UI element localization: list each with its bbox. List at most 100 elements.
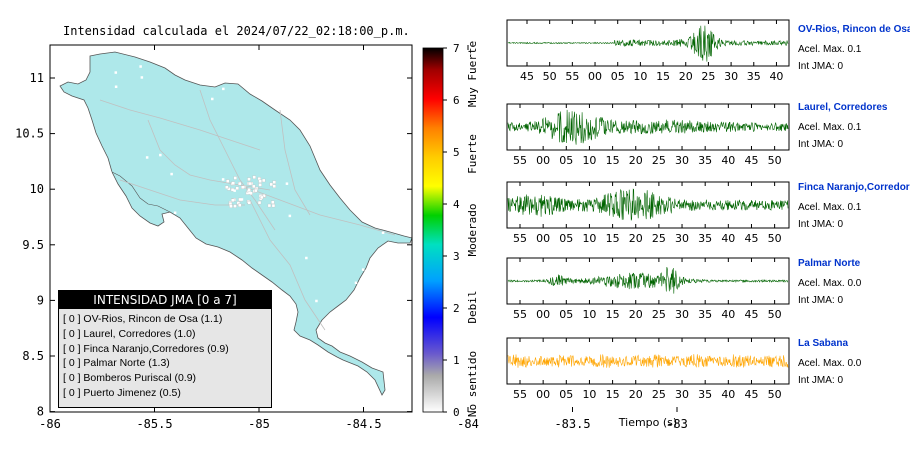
waveform-tick-label: 00 (588, 70, 602, 83)
town-marker (247, 201, 251, 205)
town-marker (272, 184, 276, 188)
waveform-frame (506, 257, 790, 305)
waveform-tick-label: 10 (582, 154, 596, 167)
costa-rica-land (59, 51, 413, 396)
waveform-tick-label: 20 (629, 308, 643, 321)
waveform-panel: 55 00 05 10 15 20 25 30 35 40 45 50 (506, 103, 790, 167)
waveform-tick-label: 40 (721, 308, 735, 321)
map-x-tick-label: -84 (457, 417, 479, 431)
town-marker (231, 198, 235, 202)
waveform-tick-label: 25 (652, 232, 666, 245)
waveform-tick-label: 35 (698, 232, 712, 245)
waveform-tick-label: 10 (582, 232, 596, 245)
town-marker (105, 175, 109, 179)
waveform-tick-label: 30 (724, 70, 738, 83)
town-marker (315, 299, 318, 303)
town-marker (238, 203, 242, 207)
colorbar-label: Moderado (466, 204, 479, 257)
town-marker (225, 185, 229, 189)
colorbar-label: No sentido (466, 351, 479, 417)
town-marker (327, 105, 330, 109)
waveform-trace (507, 188, 789, 221)
station-jma: Int JMA: 0 (798, 375, 844, 386)
station-accel: Acel. Max. 0.0 (798, 278, 862, 289)
town-marker (260, 195, 264, 200)
waveform-tick-label: 15 (606, 308, 620, 321)
town-marker (114, 71, 118, 74)
map-x-tick-label: -83 (666, 417, 688, 431)
town-marker (239, 275, 242, 279)
station-label-block: OV-Rios, Rincon de Osa Acel. Max. 0.1 Int … (798, 24, 910, 75)
station-accel: Acel. Max. 0.1 (798, 202, 862, 213)
town-marker (98, 245, 102, 248)
waveform-tick-label: 10 (633, 70, 647, 83)
station-jma: Int JMA: 0 (798, 139, 844, 150)
waveform-panel: 55 00 05 10 15 20 25 30 35 40 45 50 (506, 257, 790, 321)
town-marker (355, 189, 359, 193)
map-y-tick-label: 9 (37, 293, 44, 307)
waveform-panel: 45 50 55 00 05 10 15 20 25 30 35 40 (506, 19, 790, 83)
waveform-trace (507, 25, 789, 62)
station-label-block: Laurel, Corredores Acel. Max. 0.1 Int JMA:… (798, 102, 887, 153)
colorbar-tick-label: 2 (453, 302, 460, 315)
waveform-tick-label: 10 (582, 388, 596, 401)
town-marker (293, 115, 296, 119)
town-marker (240, 198, 244, 201)
waveform-tick-label: 35 (698, 154, 712, 167)
waveform-tick-label: 35 (698, 308, 712, 321)
town-marker (252, 175, 256, 179)
waveform-tick-label: 10 (582, 308, 596, 321)
station-jma: Int JMA: 0 (798, 219, 844, 230)
waveform-tick-label: 00 (536, 308, 550, 321)
town-marker (233, 204, 237, 208)
colorbar-tick-label: 4 (453, 198, 460, 211)
colorbar-tick-label: 0 (453, 406, 460, 419)
map-frame (49, 44, 413, 413)
waveform-tick-label: 30 (675, 154, 689, 167)
waveform-tick-label: 55 (513, 308, 527, 321)
waveform-tick-label: 50 (768, 232, 782, 245)
town-marker (272, 180, 276, 184)
waveform-tick-label: 00 (536, 232, 550, 245)
town-marker (258, 183, 262, 187)
town-marker (241, 185, 245, 189)
town-marker (342, 108, 346, 112)
town-marker (305, 256, 308, 260)
waveform-tick-label: 35 (698, 388, 712, 401)
town-marker (271, 203, 276, 208)
town-marker (254, 188, 258, 193)
colorbar-tick-label: 1 (453, 354, 460, 367)
waveform-tick-label: 55 (513, 232, 527, 245)
waveform-tick-label: 45 (520, 70, 534, 83)
map-x-tick-label: -86 (39, 417, 61, 431)
colorbar-tick-label: 7 (453, 42, 460, 55)
waveform-tick-label: 25 (701, 70, 715, 83)
town-marker (280, 313, 284, 317)
colorbar-label: Debil (466, 290, 479, 323)
waveform-tick-label: 40 (769, 70, 783, 83)
waveform-trace (507, 267, 788, 294)
waveform-tick-label: 00 (536, 154, 550, 167)
waveform-trace (507, 354, 789, 368)
town-marker (173, 211, 177, 214)
colorbar-tick-label: 5 (453, 146, 460, 159)
map-y-tick-label: 8 (37, 405, 44, 419)
legend-list: [ 0 ] OV-Rios, Rincon de Osa (1.1) [ 0 ] … (59, 309, 271, 401)
station-name: Finca Naranjo,Corredores (798, 182, 910, 193)
waveform-tick-label: 25 (652, 154, 666, 167)
waveform-tick-label: 15 (606, 388, 620, 401)
town-marker (269, 182, 273, 187)
waveform-tick-label: 45 (744, 232, 758, 245)
town-marker (114, 85, 118, 89)
town-marker (361, 268, 365, 271)
station-accel: Acel. Max. 0.0 (798, 358, 862, 369)
waveform-tick-label: 05 (559, 154, 573, 167)
waveform-tick-label: 55 (513, 388, 527, 401)
colorbar-label: Muy Fuerte (466, 41, 479, 107)
map-y-tick-label: 9.5 (22, 238, 44, 252)
station-jma: Int JMA: 0 (798, 295, 844, 306)
town-marker (252, 184, 256, 189)
station-name: OV-Rios, Rincon de Osa (798, 24, 910, 35)
map-y-tick-label: 10.5 (15, 127, 44, 141)
